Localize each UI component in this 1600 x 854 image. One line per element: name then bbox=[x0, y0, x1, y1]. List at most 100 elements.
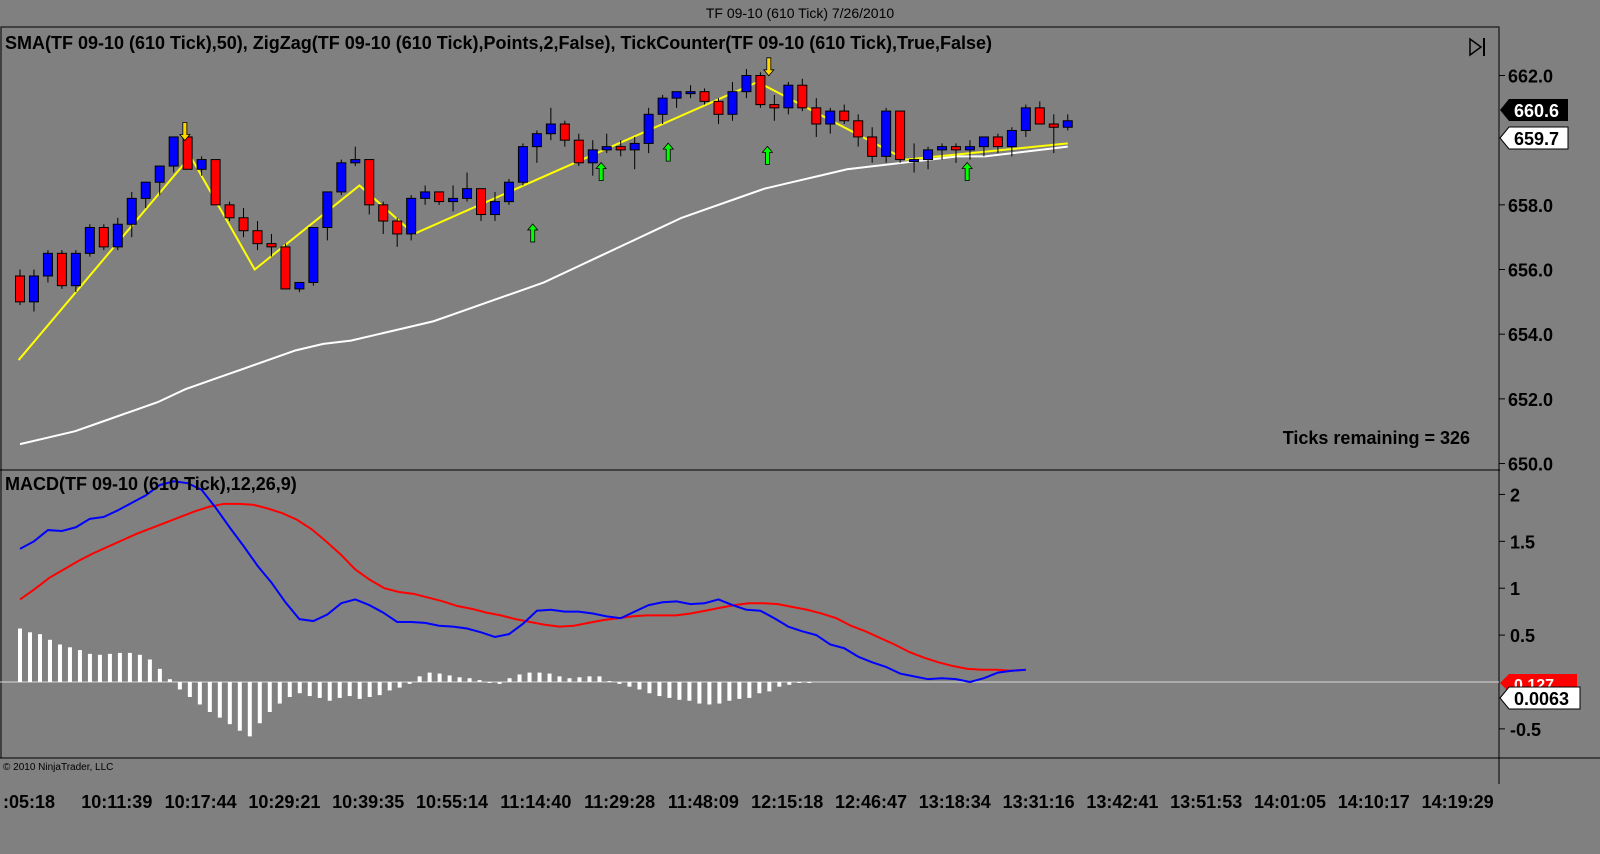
last-price-value: 660.6 bbox=[1514, 101, 1559, 121]
histogram-bar bbox=[647, 681, 652, 694]
candle bbox=[559, 120, 570, 147]
histogram-bar bbox=[777, 681, 782, 687]
histogram-bar bbox=[467, 678, 472, 682]
candle-body bbox=[98, 226, 109, 248]
histogram-bar bbox=[447, 675, 452, 682]
histogram-bar bbox=[527, 672, 532, 682]
candle-body bbox=[350, 159, 361, 164]
candle bbox=[28, 269, 39, 312]
candle-body bbox=[266, 243, 277, 248]
candle bbox=[699, 88, 710, 105]
candle bbox=[769, 94, 780, 121]
histogram-bar bbox=[127, 652, 132, 682]
histogram-bar bbox=[307, 681, 312, 697]
up-arrow-icon bbox=[595, 161, 608, 181]
candle-body bbox=[280, 246, 291, 290]
candle bbox=[881, 107, 892, 163]
candle-body bbox=[462, 188, 473, 199]
candle-body bbox=[252, 230, 263, 245]
histogram-bar bbox=[47, 639, 52, 682]
macd-panel[interactable] bbox=[0, 480, 1499, 737]
histogram-bar bbox=[277, 681, 282, 704]
candle bbox=[517, 143, 528, 186]
candle bbox=[825, 107, 836, 134]
candle bbox=[1020, 104, 1031, 137]
price-axis-label: 650.0 bbox=[1508, 455, 1553, 475]
time-axis[interactable]: :05:18 10:11:39 10:17:44 10:29:21 10:39:35 10… bbox=[3, 792, 1494, 812]
candle-body bbox=[629, 142, 640, 151]
histogram-bar bbox=[137, 654, 142, 682]
scroll-to-end-icon[interactable] bbox=[1469, 37, 1485, 57]
candle-body bbox=[336, 162, 347, 193]
histogram-bar bbox=[387, 681, 392, 691]
candle bbox=[545, 107, 556, 141]
candle bbox=[126, 191, 137, 238]
histogram-bar bbox=[637, 681, 642, 690]
candle-body bbox=[867, 136, 878, 157]
candle-body bbox=[364, 159, 375, 206]
time-axis-label: 11:48:09 bbox=[668, 792, 739, 812]
candle-body bbox=[84, 226, 95, 254]
histogram-bar bbox=[667, 681, 672, 698]
candle bbox=[42, 250, 53, 283]
candle bbox=[853, 114, 864, 147]
down-arrow-icon bbox=[762, 57, 775, 77]
candle bbox=[587, 140, 598, 176]
price-panel[interactable] bbox=[15, 57, 1073, 446]
candle bbox=[1034, 101, 1045, 125]
candle bbox=[992, 133, 1003, 154]
candle-body bbox=[643, 113, 654, 144]
candle-body bbox=[238, 217, 249, 232]
candle-body bbox=[601, 146, 612, 151]
candle-body bbox=[168, 136, 179, 167]
price-indicator-label: SMA(TF 09-10 (610 Tick),50), ZigZag(TF 0… bbox=[5, 33, 992, 53]
chart-area[interactable]: SMA(TF 09-10 (610 Tick),50), ZigZag(TF 0… bbox=[0, 26, 1600, 854]
histogram-bar bbox=[27, 632, 32, 682]
histogram-bar bbox=[317, 681, 322, 698]
time-axis-label: 11:29:28 bbox=[584, 792, 655, 812]
candle-body bbox=[517, 146, 528, 183]
candle bbox=[531, 130, 542, 163]
candle bbox=[448, 185, 459, 212]
time-axis-label: 13:42:41 bbox=[1086, 792, 1158, 812]
histogram-bar bbox=[397, 681, 402, 688]
histogram-bar bbox=[437, 673, 442, 682]
histogram-bar bbox=[217, 681, 222, 718]
sma-value: 659.7 bbox=[1514, 129, 1559, 149]
histogram-bar bbox=[507, 678, 512, 682]
time-axis-label: 12:46:47 bbox=[835, 792, 907, 812]
candle bbox=[1006, 127, 1017, 157]
candle bbox=[503, 178, 514, 205]
histogram-bar bbox=[407, 681, 412, 684]
histogram-bar bbox=[117, 652, 122, 682]
candle bbox=[657, 94, 668, 125]
diff-value: 0.0063 bbox=[1514, 689, 1569, 709]
candle bbox=[350, 146, 361, 167]
candle-body bbox=[615, 146, 626, 151]
window-title: TF 09-10 (610 Tick) 7/26/2010 bbox=[0, 0, 1600, 26]
candle bbox=[196, 156, 207, 176]
candle-body bbox=[392, 220, 403, 235]
histogram-bar bbox=[147, 659, 152, 682]
candle-body bbox=[406, 197, 417, 235]
histogram-bar bbox=[337, 681, 342, 698]
candle bbox=[797, 78, 808, 112]
candle bbox=[1062, 114, 1073, 131]
macd-indicator-label: MACD(TF 09-10 (610 Tick),12,26,9) bbox=[5, 474, 297, 494]
candle-body bbox=[210, 159, 221, 206]
candle-body bbox=[182, 136, 193, 170]
candle-body bbox=[112, 223, 123, 248]
candle-body bbox=[1020, 107, 1031, 131]
histogram-bar bbox=[717, 681, 722, 704]
candle-body bbox=[545, 123, 556, 135]
candle-body bbox=[950, 146, 961, 151]
candle-body bbox=[923, 149, 934, 161]
histogram-bar bbox=[757, 681, 762, 694]
price-axis-label: 654.0 bbox=[1508, 325, 1553, 345]
candle-body bbox=[28, 275, 39, 303]
macd-axis: 2 1.5 1 0.5 -0.5 bbox=[1499, 485, 1541, 740]
histogram-bar bbox=[607, 681, 612, 683]
candle bbox=[210, 159, 221, 206]
candle-body bbox=[755, 75, 766, 106]
candle-body bbox=[70, 252, 81, 287]
